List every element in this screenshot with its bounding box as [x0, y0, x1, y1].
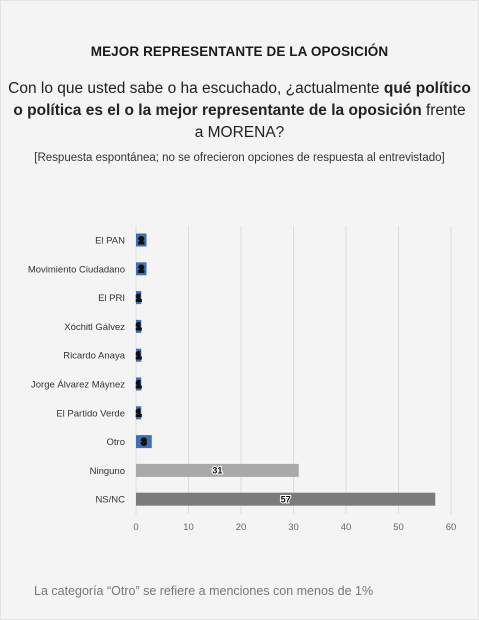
bar-value-label: 3: [141, 437, 146, 447]
bar: [136, 435, 152, 449]
category-label: El PAN: [95, 236, 125, 247]
chart-title: MEJOR REPRESENTANTE DE LA OPOSICIÓN: [90, 44, 389, 59]
question-text-post: frente a MORENA?: [194, 102, 466, 141]
bar-value-label: 1: [136, 293, 141, 303]
category-labels: El PAN Movimiento Ciudadano El PRI Xóchitl …: [28, 236, 126, 506]
bar: [136, 463, 299, 477]
category-label: Ninguno: [90, 466, 125, 477]
category-label: El PRI: [98, 293, 125, 304]
bar: [136, 262, 147, 276]
category-label: NS/NC: [95, 495, 125, 506]
bar: [136, 319, 142, 333]
bar: [136, 377, 142, 391]
bar-value-label: 2: [139, 235, 144, 245]
bar-value-label: 1: [136, 322, 141, 332]
category-label: Jorge Álvarez Máynez: [31, 380, 125, 391]
category-label: El Partido Verde: [56, 408, 125, 419]
response-note: [Respuesta espontánea; no se ofrecieron …: [34, 152, 445, 164]
survey-question: Con lo que usted sabe o ha escuchado, ¿a…: [8, 78, 471, 144]
footnote: La categoría “Otro” se refiere a mencion…: [34, 584, 374, 598]
x-tick-label: 50: [393, 522, 404, 533]
question-text-bold: qué político o política es el o la mejor…: [13, 80, 471, 119]
x-tick-label: 20: [236, 522, 247, 533]
chart-bars: 2 2 1 1 1 1 1 3 31 57: [135, 233, 436, 506]
question-text-pre: Con lo que usted sabe o ha escuchado, ¿a…: [8, 80, 384, 97]
x-tick-label: 30: [288, 522, 299, 533]
bar: [136, 348, 142, 362]
x-axis-ticks: 0 10 20 30 40 50 60: [133, 522, 456, 533]
x-tick-label: 40: [341, 522, 352, 533]
bar-value-label: 31: [212, 466, 222, 476]
category-label: Ricardo Anaya: [63, 351, 126, 362]
bar: [136, 492, 436, 506]
bar: [136, 406, 142, 420]
bar: [136, 233, 147, 247]
x-tick-label: 60: [446, 522, 457, 533]
bar-value-label: 57: [281, 495, 291, 505]
bar-value-label: 2: [139, 264, 144, 274]
category-label: Xóchitl Gálvez: [64, 322, 125, 333]
x-tick-label: 10: [183, 522, 194, 533]
category-label: Otro: [107, 437, 125, 448]
x-tick-label: 0: [133, 522, 138, 533]
bar: [136, 291, 142, 305]
category-label: Movimiento Ciudadano: [28, 264, 125, 275]
bar-value-label: 1: [136, 379, 141, 389]
bar-value-label: 1: [136, 408, 141, 418]
bar-value-label: 1: [136, 351, 141, 361]
